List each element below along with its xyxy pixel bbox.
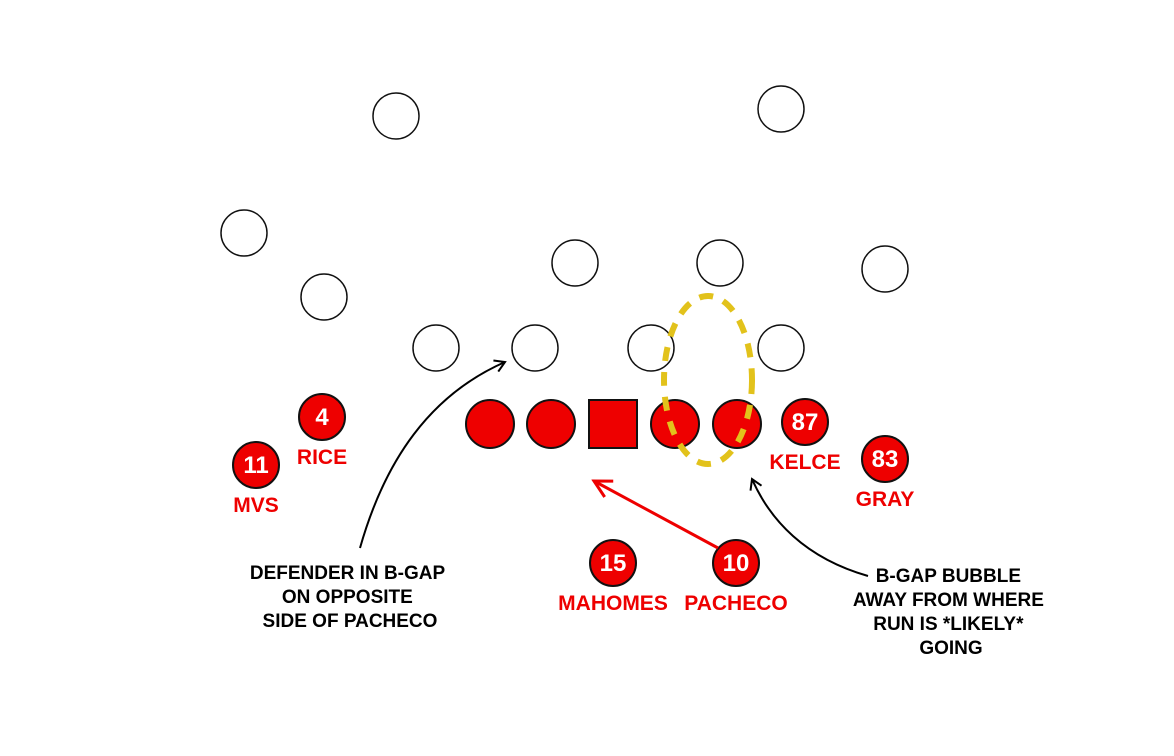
lineman-marker <box>650 399 700 449</box>
player-marker <box>712 539 760 587</box>
pacheco-run-arrow <box>594 481 719 550</box>
player-name: MAHOMES <box>558 592 668 615</box>
defender-marker <box>696 239 744 287</box>
player-marker <box>232 441 280 489</box>
defender-marker <box>412 324 460 372</box>
defender-marker <box>861 245 909 293</box>
player-marker <box>589 539 637 587</box>
player-name: GRAY <box>856 488 915 511</box>
defense <box>220 85 909 372</box>
player-marker <box>781 398 829 446</box>
player-number: 15 <box>600 550 627 577</box>
lineman-marker <box>465 399 515 449</box>
player-name: PACHECO <box>684 592 787 615</box>
player-pacheco: 10 PACHECO <box>684 539 788 615</box>
defender-marker <box>757 324 805 372</box>
defender-marker <box>372 92 420 140</box>
player-marker <box>298 393 346 441</box>
player-number: 4 <box>315 404 329 431</box>
player-name: RICE <box>297 446 347 469</box>
player-number: 87 <box>792 409 819 436</box>
defender-marker <box>757 85 805 133</box>
left-annotation-arrow <box>359 359 507 549</box>
player-gray: 83 GRAY <box>856 435 915 511</box>
skill-players: 4 RICE 11 MVS 87 KELCE 83 GRAY 15 MAHOMES 10 PACHEC… <box>232 393 915 615</box>
player-mahomes: 15 MAHOMES <box>558 539 668 615</box>
defender-marker <box>300 273 348 321</box>
defender-marker <box>511 324 559 372</box>
offensive-line <box>465 399 762 449</box>
player-rice: 4 RICE <box>297 393 347 469</box>
left-annotation: DEFENDER IN B-GAP ON OPPOSITE SIDE OF PA… <box>250 563 450 632</box>
center-marker <box>588 399 638 449</box>
player-mvs: 11 MVS <box>232 441 280 517</box>
defender-marker <box>220 209 268 257</box>
player-name: KELCE <box>769 451 840 474</box>
b-gap-bubble <box>661 293 755 467</box>
lineman-marker <box>526 399 576 449</box>
defender-marker <box>551 239 599 287</box>
player-number: 11 <box>243 452 268 479</box>
right-annotation-arrow <box>749 477 869 577</box>
player-name: MVS <box>233 494 279 517</box>
right-annotation: B-GAP BUBBLE AWAY FROM WHERE RUN IS *LIK… <box>853 566 1049 659</box>
player-number: 10 <box>723 550 750 577</box>
player-marker <box>861 435 909 483</box>
player-kelce: 87 KELCE <box>769 398 841 474</box>
player-number: 83 <box>872 446 899 473</box>
